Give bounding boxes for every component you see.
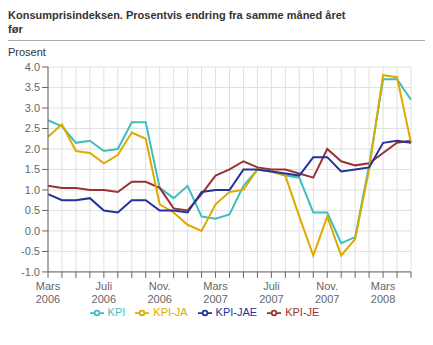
svg-text:Mars2007: Mars2007 — [203, 280, 228, 305]
svg-text:Mars2008: Mars2008 — [371, 280, 396, 305]
svg-text:Mars2006: Mars2006 — [36, 280, 61, 305]
html-text:KPI: KPI — [107, 305, 126, 318]
svg-text:1.0: 1.0 — [25, 184, 40, 196]
svg-text:3.0: 3.0 — [25, 102, 40, 114]
html-text:før: før — [8, 23, 23, 35]
svg-text:0.5: 0.5 — [25, 204, 40, 216]
html-text:KPI-JA: KPI-JA — [153, 305, 188, 318]
svg-text:-1.0: -1.0 — [21, 266, 40, 278]
html-text:KPI-JE: KPI-JE — [285, 305, 320, 318]
svg-text:Juli2006: Juli2006 — [92, 280, 116, 305]
html-text:KPI-JAE: KPI-JAE — [215, 305, 258, 318]
svg-text:2.0: 2.0 — [25, 143, 40, 155]
svg-text:2.5: 2.5 — [25, 122, 40, 134]
svg-text:-0.5: -0.5 — [21, 245, 40, 257]
svg-text:0.0: 0.0 — [25, 225, 40, 237]
html-text:Konsumprisindeksen. Prosentvis: Konsumprisindeksen. Prosentvis endring f… — [8, 9, 346, 21]
svg-text:Juli2007: Juli2007 — [259, 280, 283, 305]
svg-text:Nov.2006: Nov.2006 — [147, 280, 171, 305]
svg-text:4.0: 4.0 — [25, 61, 40, 73]
svg-text:3.5: 3.5 — [25, 81, 40, 93]
html-text:Prosent: Prosent — [8, 46, 46, 58]
svg-text:Nov.2007: Nov.2007 — [315, 280, 339, 305]
svg-text:1.5: 1.5 — [25, 163, 40, 175]
